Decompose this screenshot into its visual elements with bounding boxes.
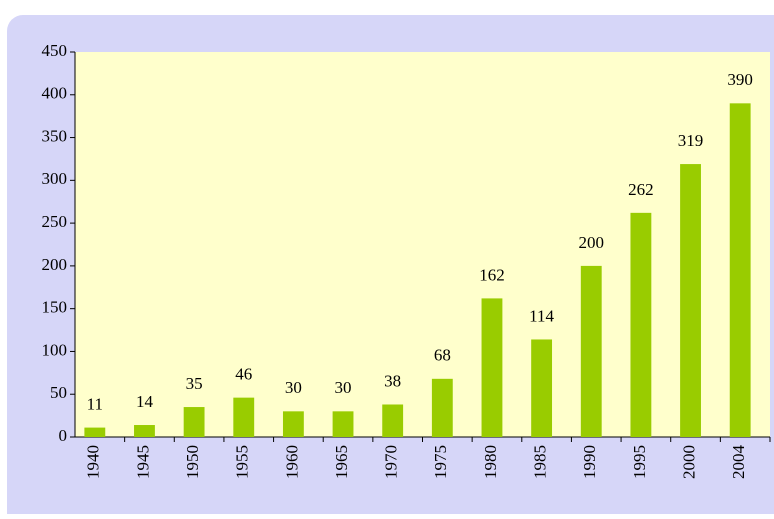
bar	[134, 425, 155, 437]
x-tick-label: 1990	[580, 445, 599, 479]
bar	[233, 397, 255, 437]
y-tick-label: 400	[42, 84, 68, 103]
x-tick-label: 1940	[84, 445, 103, 479]
bar	[183, 407, 205, 437]
data-label: 114	[529, 306, 554, 325]
bar	[332, 411, 354, 437]
bar	[431, 378, 453, 437]
data-label: 68	[434, 346, 451, 365]
x-tick-label: 1945	[133, 445, 152, 479]
y-tick-label: 450	[42, 41, 68, 60]
bar	[282, 411, 304, 437]
y-tick-label: 0	[59, 426, 68, 445]
data-label: 38	[384, 371, 401, 390]
y-tick-label: 350	[42, 126, 68, 145]
x-tick-label: 1950	[183, 445, 202, 479]
bar	[630, 212, 652, 437]
y-tick-label: 50	[50, 383, 67, 402]
y-tick-label: 200	[42, 255, 68, 274]
bar	[680, 164, 701, 438]
y-tick-label: 100	[42, 340, 68, 359]
x-tick-label: 1965	[332, 445, 351, 479]
x-tick-label: 1985	[531, 445, 550, 479]
y-tick-label: 250	[42, 212, 68, 231]
plot-area	[75, 52, 770, 437]
data-label: 46	[235, 365, 252, 384]
bar	[729, 103, 751, 437]
x-tick-label: 1955	[233, 445, 252, 479]
bar	[580, 265, 602, 437]
data-label: 162	[479, 265, 505, 284]
y-tick-label: 150	[42, 298, 68, 317]
x-tick-label: 2004	[729, 445, 748, 480]
x-tick-label: 1995	[630, 445, 649, 479]
data-label: 11	[87, 394, 103, 413]
bar	[531, 339, 553, 437]
x-tick-label: 1980	[481, 445, 500, 479]
data-label: 30	[285, 378, 302, 397]
bar	[382, 404, 404, 437]
data-label: 200	[579, 233, 605, 252]
x-tick-label: 2000	[679, 445, 698, 479]
x-tick-label: 1970	[382, 445, 401, 479]
data-label: 390	[727, 70, 753, 89]
y-tick-label: 300	[42, 169, 68, 188]
bar	[481, 298, 503, 437]
data-label: 35	[186, 374, 203, 393]
data-label: 14	[136, 392, 154, 411]
x-tick-label: 1975	[431, 445, 450, 479]
data-label: 262	[628, 180, 654, 199]
bar	[84, 427, 106, 437]
data-label: 319	[678, 131, 704, 150]
data-label: 30	[335, 378, 352, 397]
x-tick-label: 1960	[282, 445, 301, 479]
